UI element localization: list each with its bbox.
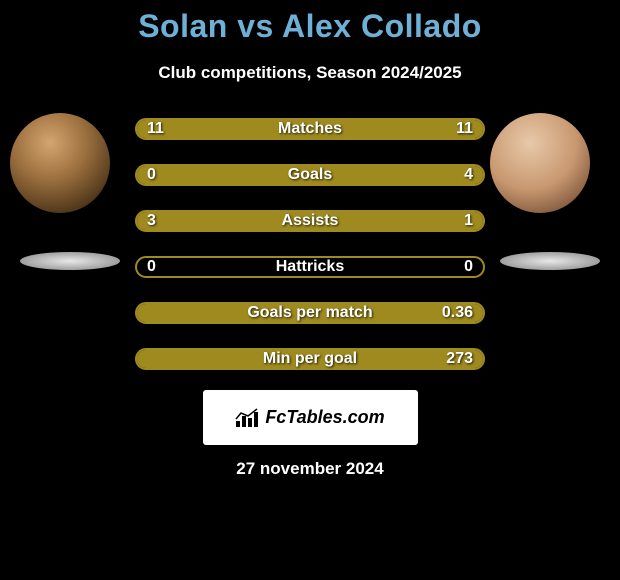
comparison-area: 1111Matches 04Goals 31Assists 00Hattricks 0.…	[0, 118, 620, 370]
stat-label: Goals per match	[137, 304, 483, 322]
player-avatar-left	[10, 113, 110, 213]
brand-badge: FcTables.com	[203, 390, 418, 445]
stat-label: Hattricks	[137, 258, 483, 276]
stat-row: 00Hattricks	[135, 256, 485, 278]
avatar-shadow-right	[500, 252, 600, 270]
stat-label: Min per goal	[137, 350, 483, 368]
stat-label: Goals	[137, 166, 483, 184]
stat-row: 04Goals	[135, 164, 485, 186]
stat-row: 31Assists	[135, 210, 485, 232]
main-container: Solan vs Alex Collado Club competitions,…	[0, 0, 620, 580]
brand-text: FcTables.com	[265, 407, 384, 428]
stat-label: Assists	[137, 212, 483, 230]
date-text: 27 november 2024	[236, 459, 383, 479]
page-subtitle: Club competitions, Season 2024/2025	[158, 63, 461, 83]
stat-label: Matches	[137, 120, 483, 138]
avatar-shadow-left	[20, 252, 120, 270]
stat-row: 273Min per goal	[135, 348, 485, 370]
stat-row: 1111Matches	[135, 118, 485, 140]
player-avatar-right	[490, 113, 590, 213]
stat-row: 0.36Goals per match	[135, 302, 485, 324]
stat-bars: 1111Matches 04Goals 31Assists 00Hattricks 0.…	[135, 118, 485, 370]
chart-icon	[235, 408, 261, 428]
page-title: Solan vs Alex Collado	[138, 8, 482, 45]
